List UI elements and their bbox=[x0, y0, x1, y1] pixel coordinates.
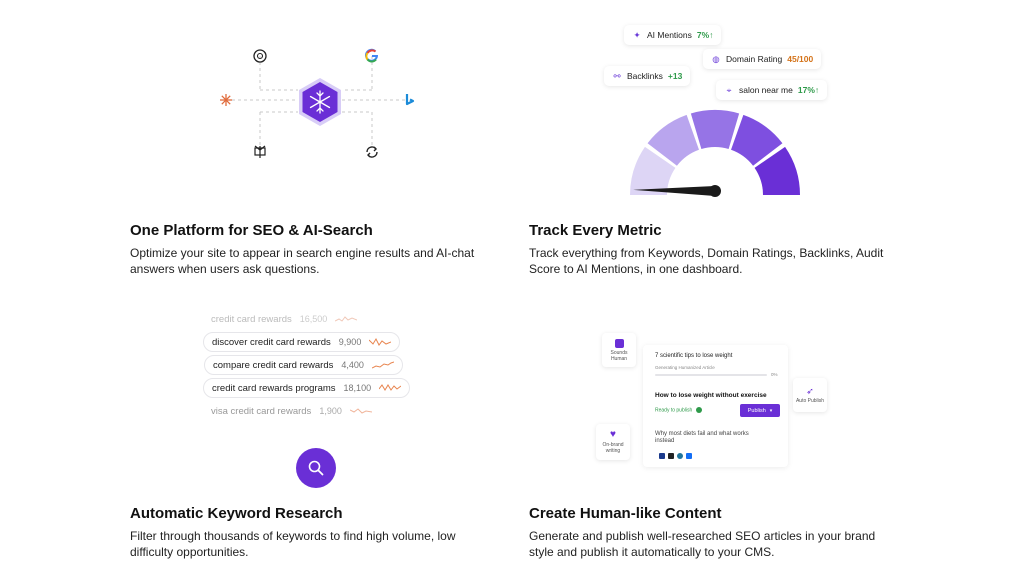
keyword-text: visa credit card rewards bbox=[211, 405, 312, 417]
metric-pill-domain-rating: ◍ Domain Rating 45/100 bbox=[703, 49, 822, 69]
globe-icon: ◍ bbox=[712, 53, 720, 64]
keyword-text: compare credit card rewards bbox=[213, 359, 334, 371]
badge-on-brand: ♥ On-brand writing bbox=[596, 424, 630, 460]
sync-icon bbox=[366, 146, 378, 158]
metric-value: +13 bbox=[667, 71, 683, 81]
metric-pill-ai-mentions: ✦ AI Mentions 7%↑ bbox=[624, 25, 722, 45]
progress-percent: 0% bbox=[771, 372, 778, 377]
article-title: How to lose weight without exercise bbox=[655, 392, 767, 399]
metric-value: 45/100 bbox=[787, 54, 814, 64]
perplexity-icon bbox=[254, 145, 266, 158]
feature-description-platform: Optimize your site to appear in search e… bbox=[130, 246, 475, 276]
metric-value: 7%↑ bbox=[696, 30, 714, 40]
trend-sparkline bbox=[371, 361, 394, 369]
gauge-segment bbox=[690, 110, 740, 149]
snowflake-icon bbox=[299, 78, 341, 126]
badge-auto-publish: ➶ Auto Publish bbox=[793, 378, 827, 412]
wordpress-icon bbox=[677, 453, 683, 459]
feature-title-metrics: Track Every Metric bbox=[529, 222, 662, 239]
gauge-hub bbox=[709, 185, 721, 197]
metric-pill-backlinks: ⚯ Backlinks +13 bbox=[604, 66, 691, 86]
keyword-volume: 4,400 bbox=[341, 360, 364, 370]
content-editor-panel: 7 scientific tips to lose weight Generat… bbox=[643, 345, 788, 467]
keyword-row: visa credit card rewards 1,900 bbox=[203, 401, 380, 421]
gauge-needle bbox=[633, 186, 715, 196]
webflow-icon bbox=[686, 453, 692, 459]
article-ready-status: Ready to publish bbox=[655, 407, 702, 413]
feature-description-keywords: Filter through thousands of keywords to … bbox=[130, 529, 456, 559]
keyword-row[interactable]: discover credit card rewards 9,900 bbox=[203, 332, 401, 352]
google-icon bbox=[365, 48, 379, 63]
target-icon: ⌖ bbox=[726, 84, 732, 95]
metric-label: AI Mentions bbox=[647, 30, 692, 40]
cms-icon bbox=[668, 453, 674, 459]
feature-title-platform: One Platform for SEO & AI-Search bbox=[130, 222, 373, 239]
heart-icon: ♥ bbox=[610, 429, 616, 440]
keyword-text: discover credit card rewards bbox=[212, 336, 331, 348]
badge-label: On-brand writing bbox=[602, 442, 624, 454]
metric-pill-keyword: ⌖ salon near me 17%↑ bbox=[716, 80, 828, 100]
metric-gauge bbox=[630, 110, 800, 197]
gauge-segment bbox=[630, 146, 676, 195]
metric-value: 17%↑ bbox=[797, 85, 820, 95]
chevron-down-icon: ▾ bbox=[769, 407, 773, 414]
publish-button[interactable]: Publish ▾ bbox=[740, 404, 780, 417]
bing-icon bbox=[405, 94, 415, 106]
feature-description-metrics: Track everything from Keywords, Domain R… bbox=[529, 246, 884, 276]
article-status: Generating Humanized Article bbox=[655, 365, 715, 370]
sparkle-icon: ✦ bbox=[633, 29, 641, 40]
keyword-row: credit card rewards 16,500 bbox=[203, 309, 365, 329]
keyword-volume: 9,900 bbox=[338, 337, 362, 347]
link-icon: ⚯ bbox=[613, 70, 621, 81]
trend-sparkline bbox=[349, 408, 372, 414]
person-icon bbox=[614, 338, 624, 348]
badge-label: Sounds Human bbox=[610, 349, 628, 362]
metric-label: Backlinks bbox=[627, 71, 663, 81]
feature-title-content: Create Human-like Content bbox=[529, 505, 722, 522]
feature-description-content: Generate and publish well-researched SEO… bbox=[529, 529, 876, 559]
check-icon bbox=[695, 407, 702, 413]
keyword-volume: 18,100 bbox=[343, 383, 372, 393]
keyword-text: credit card rewards programs bbox=[212, 382, 336, 394]
claude-icon bbox=[220, 94, 232, 106]
trend-sparkline bbox=[379, 384, 402, 391]
badge-sounds-human: Sounds Human bbox=[602, 333, 636, 367]
gauge-segment bbox=[647, 114, 699, 166]
keyword-volume: 1,900 bbox=[319, 406, 342, 416]
trend-sparkline bbox=[369, 337, 392, 346]
article-title: 7 scientific tips to lose weight bbox=[655, 353, 733, 359]
badge-label: Auto Publish bbox=[795, 398, 825, 404]
gauge-segment bbox=[731, 114, 783, 166]
trend-sparkline bbox=[335, 316, 358, 322]
metric-label: salon near me bbox=[739, 85, 793, 95]
cms-icon bbox=[659, 453, 665, 459]
search-icon bbox=[308, 460, 324, 476]
metric-label: Domain Rating bbox=[726, 54, 783, 64]
keyword-volume: 16,500 bbox=[299, 314, 328, 324]
cms-logos bbox=[659, 453, 692, 459]
openai-icon bbox=[253, 49, 267, 63]
search-button[interactable] bbox=[296, 448, 336, 488]
gauge-segment bbox=[754, 146, 800, 195]
keyword-text: credit card rewards bbox=[211, 313, 292, 325]
keyword-row[interactable]: credit card rewards programs 18,100 bbox=[203, 378, 411, 398]
rocket-icon: ➶ bbox=[806, 386, 814, 396]
article-title: Why most diets fail and what works inste… bbox=[655, 431, 749, 444]
generation-progress-bar bbox=[655, 374, 767, 376]
feature-title-keywords: Automatic Keyword Research bbox=[130, 505, 343, 522]
keyword-row[interactable]: compare credit card rewards 4,400 bbox=[204, 355, 403, 375]
integration-hub bbox=[220, 48, 415, 158]
